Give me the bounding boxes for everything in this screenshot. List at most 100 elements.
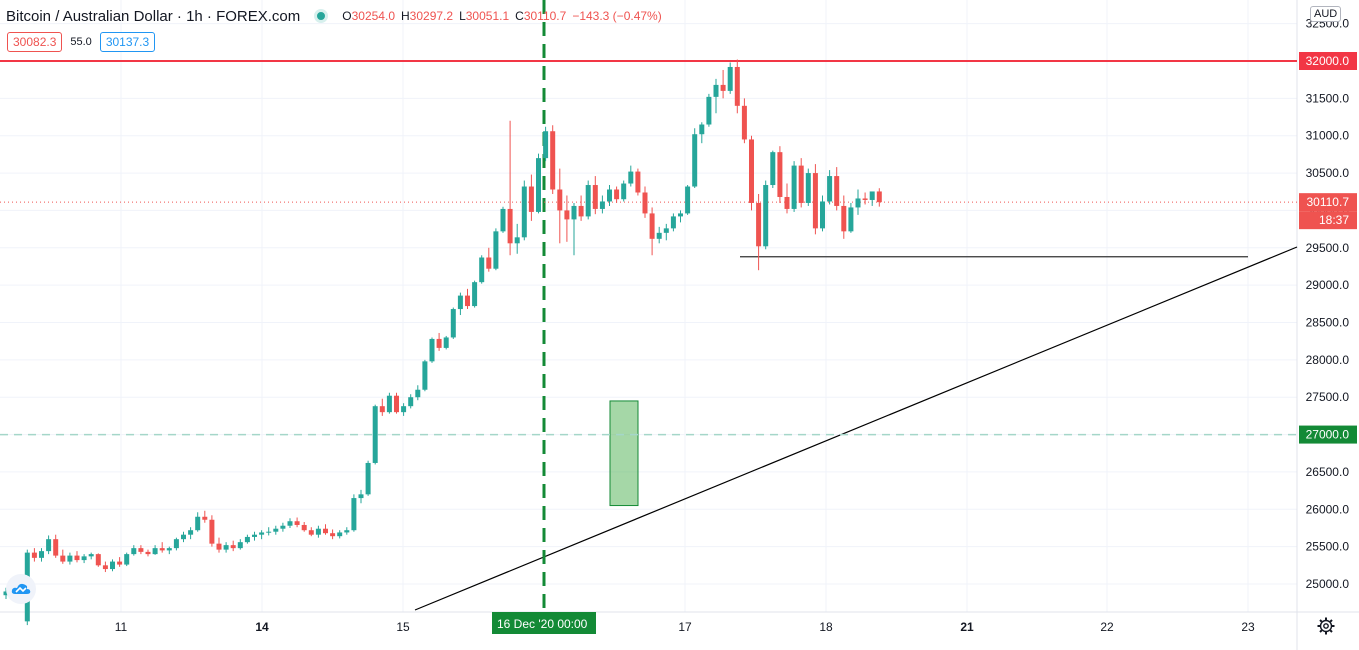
- currency-button[interactable]: AUD: [1310, 6, 1342, 22]
- time-tick-label: 21: [960, 620, 974, 634]
- candle-body: [472, 282, 478, 307]
- candle-body: [308, 530, 314, 535]
- candle: [536, 153, 541, 214]
- candle-body: [841, 205, 847, 232]
- candle: [741, 98, 747, 144]
- candle: [31, 548, 37, 562]
- candle-body: [457, 295, 463, 310]
- candle: [67, 552, 73, 565]
- candle: [500, 206, 506, 233]
- candle: [777, 146, 783, 203]
- candle: [493, 228, 499, 271]
- candle-body: [280, 525, 286, 529]
- candle: [642, 186, 648, 218]
- candle: [117, 557, 123, 567]
- sell-price-button[interactable]: 30082.3: [7, 32, 63, 52]
- candle: [294, 517, 300, 528]
- candle-body: [67, 555, 73, 562]
- candle-body: [386, 395, 392, 413]
- candle: [216, 537, 222, 553]
- candle: [124, 552, 130, 567]
- buy-price-button[interactable]: 30137.3: [99, 32, 156, 52]
- price-tick-label: 26500.0: [1306, 465, 1350, 479]
- date-marker-bg: [492, 612, 596, 634]
- cloud-logo-icon[interactable]: [6, 574, 36, 604]
- candle-body: [855, 198, 861, 208]
- candle-body: [46, 539, 52, 552]
- candle-body: [287, 521, 293, 526]
- candle-body: [678, 213, 683, 217]
- time-tick-label: 15: [396, 620, 410, 634]
- candle-body: [195, 516, 201, 531]
- market-status-icon[interactable]: [314, 9, 329, 23]
- candle: [635, 168, 641, 196]
- candle: [820, 195, 825, 232]
- candle-body: [756, 202, 762, 247]
- candle-body: [152, 548, 158, 555]
- time-tick-label: 17: [678, 620, 692, 634]
- candle-body: [252, 534, 257, 537]
- candle: [805, 168, 811, 206]
- candle-body: [791, 165, 797, 209]
- candle-body: [372, 406, 378, 463]
- candle: [770, 150, 776, 189]
- candle-body: [315, 528, 321, 535]
- candle-body: [145, 551, 151, 555]
- candle: [465, 288, 470, 310]
- candle: [734, 59, 740, 114]
- candle: [720, 69, 726, 99]
- candle-body: [53, 539, 59, 556]
- candle-body: [443, 337, 449, 348]
- candle-body: [536, 158, 541, 212]
- candle: [557, 168, 563, 244]
- candle-body: [88, 554, 94, 557]
- candle-body: [138, 548, 144, 552]
- price-tick-label: 31000.0: [1306, 129, 1350, 143]
- candle-body: [166, 548, 172, 551]
- candle: [181, 531, 186, 543]
- candle-body: [670, 216, 676, 229]
- candle: [663, 223, 669, 241]
- candle: [323, 524, 328, 535]
- candle-body: [244, 536, 250, 543]
- candle: [514, 223, 520, 254]
- candle-body: [599, 201, 605, 209]
- price-tick-label: 25500.0: [1306, 540, 1350, 554]
- candle: [259, 530, 265, 540]
- candle: [131, 545, 137, 556]
- time-tick-label: 14: [255, 620, 269, 634]
- candle: [46, 535, 52, 555]
- candle-body: [223, 545, 229, 550]
- symbol-title[interactable]: Bitcoin / Australian Dollar · 1h · FOREX…: [6, 7, 301, 25]
- time-tick-label: 22: [1100, 620, 1114, 634]
- level-label-text: 30110.7: [1307, 195, 1350, 209]
- candle-body: [465, 295, 470, 307]
- candle: [152, 545, 158, 555]
- candle-body: [181, 534, 186, 540]
- candle: [110, 559, 115, 572]
- candle: [244, 534, 250, 544]
- gear-icon[interactable]: [1316, 616, 1336, 636]
- candle: [237, 539, 243, 550]
- candle-body: [365, 462, 371, 495]
- candle: [727, 62, 733, 94]
- ohlc-close: C30110.7: [515, 9, 567, 23]
- candle-body: [876, 191, 882, 203]
- candle: [39, 548, 44, 562]
- candle: [53, 534, 59, 558]
- candle-body: [848, 207, 854, 232]
- candle: [628, 165, 634, 187]
- candle: [202, 510, 208, 523]
- time-tick-label: 11: [115, 620, 128, 634]
- candle-body: [770, 152, 776, 186]
- candle-body: [528, 186, 534, 212]
- candle-body: [798, 165, 804, 203]
- date-marker-label: 16 Dec '20 00:00: [492, 612, 596, 634]
- cloud-logo-glyph: [11, 583, 31, 594]
- candle: [273, 525, 279, 535]
- candle: [344, 527, 350, 535]
- candle-body: [110, 561, 115, 570]
- candle-body: [422, 361, 428, 390]
